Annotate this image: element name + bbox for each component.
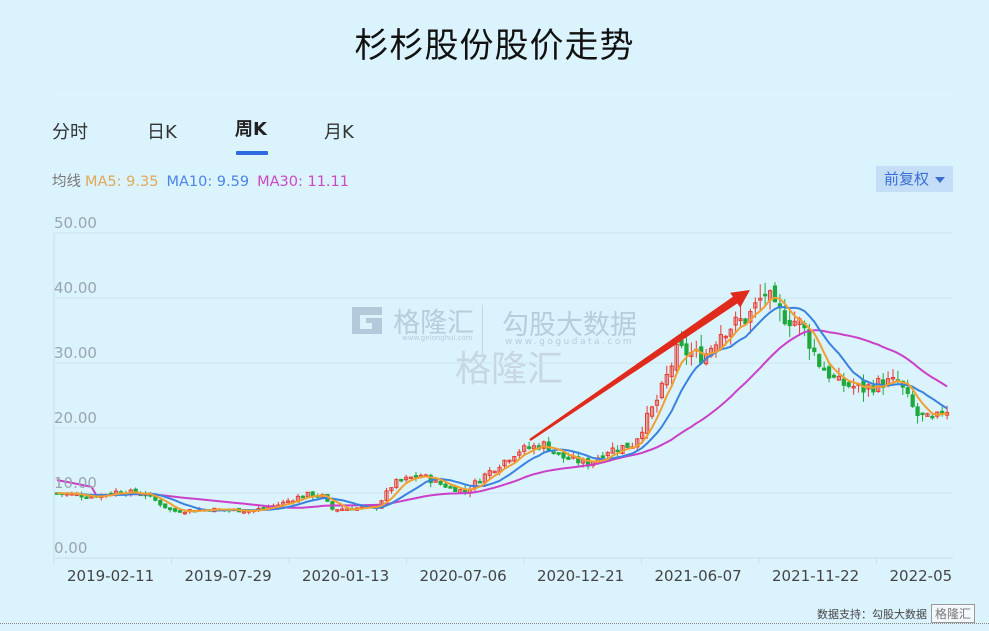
ma10-value: MA10: 9.59 xyxy=(166,174,250,190)
x-tick-label: 2021-06-07 xyxy=(654,567,742,585)
watermark-separator xyxy=(482,305,483,355)
moving-average-legend: 均线 MA5: 9.35 MA10: 9.59 MA30: 11.11 xyxy=(52,170,357,191)
x-tick-label: 2020-07-06 xyxy=(419,567,507,585)
caret-down-icon xyxy=(935,176,945,183)
tab-monthly-k[interactable]: 月K xyxy=(324,122,354,143)
tab-intraday[interactable]: 分时 xyxy=(52,122,88,143)
tab-daily-k[interactable]: 日K xyxy=(147,122,177,143)
title-divider xyxy=(52,93,952,94)
gogudata-watermark: 勾股大数据 xyxy=(502,310,637,341)
active-tab-indicator xyxy=(236,151,268,155)
x-tick-label: 2019-07-29 xyxy=(184,567,272,585)
footer-logo: 格隆汇 xyxy=(930,604,975,623)
trend-arrow-icon xyxy=(529,290,750,441)
y-tick-label: 30.00 xyxy=(54,344,97,362)
x-tick-label: 2021-11-22 xyxy=(772,567,860,585)
x-tick-label: 2022-05 xyxy=(889,567,953,585)
adjust-type-label: 前复权 xyxy=(883,170,929,188)
tab-weekly-k[interactable]: 周K xyxy=(235,119,267,140)
y-tick-label: 20.00 xyxy=(54,409,97,427)
y-tick-label: 0.00 xyxy=(54,539,88,557)
y-tick-label: 40.00 xyxy=(54,279,97,297)
y-tick-label: 50.00 xyxy=(54,214,97,232)
center-watermark: 格隆汇 xyxy=(455,349,564,390)
ma-label: 均线 xyxy=(52,174,81,190)
ma30-value: MA30: 11.11 xyxy=(257,174,349,190)
y-tick-label: 10.00 xyxy=(54,474,97,492)
gelonghui-logo-icon xyxy=(352,307,382,334)
x-tick-label: 2020-12-21 xyxy=(537,567,625,585)
ma5-value: MA5: 9.35 xyxy=(85,174,159,190)
data-source-text: 数据支持：勾股大数据 xyxy=(816,608,927,621)
page-title: 杉杉股份股价走势 xyxy=(354,26,635,66)
gelonghui-watermark: 格隆汇 www.gelonghui.com xyxy=(348,303,474,342)
adjust-type-dropdown[interactable]: 前复权 xyxy=(876,166,953,192)
data-source-footer: 数据支持：勾股大数据 格隆汇 xyxy=(817,604,975,623)
footer-divider xyxy=(0,623,989,624)
x-tick-label: 2020-01-13 xyxy=(302,567,390,585)
gogudata-url: www.gogudata.com xyxy=(505,337,635,347)
x-tick-label: 2019-02-11 xyxy=(67,567,155,585)
